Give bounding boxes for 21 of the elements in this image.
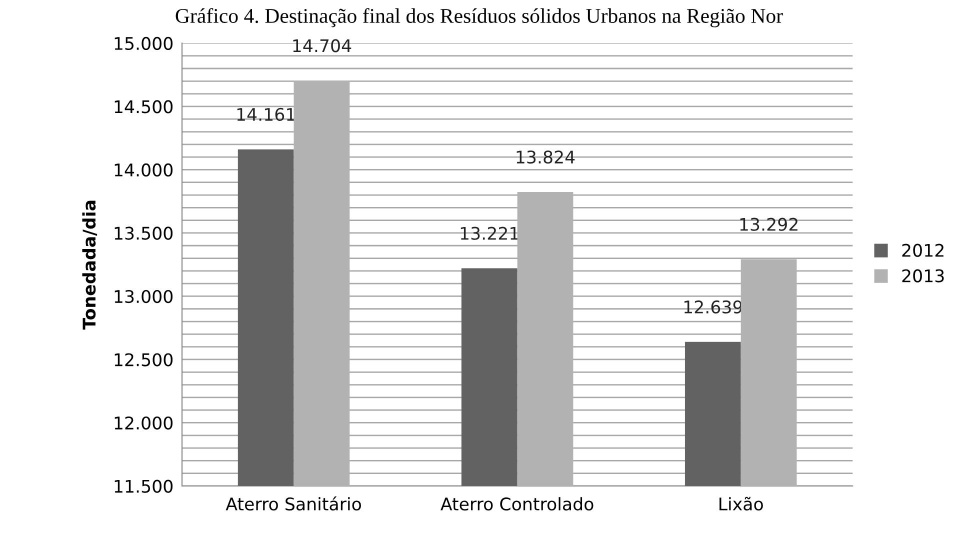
y-axis-title: Tonedada/dia [82,200,98,330]
data-label: 14.704 [293,39,352,52]
x-tick-label: Aterro Sanitário [226,496,361,511]
data-label: 14.161 [237,108,295,121]
data-label: 13.292 [740,218,798,231]
y-tick-label: 14.000 [114,163,173,177]
y-tick-label: 15.000 [114,36,173,50]
data-label: 13.221 [460,226,518,240]
y-tick-label: 11.500 [114,480,173,493]
y-tick-label: 13.000 [114,290,173,304]
y-tick-label: 12.000 [114,416,173,430]
data-label: 12.639 [684,300,742,314]
legend-label: 2012 [902,244,944,257]
y-tick-label: 13.500 [114,226,173,240]
legend-label: 2013 [902,269,944,282]
x-tick-label: Lixão [720,496,763,511]
data-label: 13.824 [516,150,575,164]
chart-title: Gráfico 4. Destinação final dos Resíduos sólidos Urbanos na Região Nor [176,8,783,28]
x-tick-label: Aterro Controlado [440,497,594,511]
y-tick-label: 12.500 [114,353,173,366]
y-tick-label: 14.500 [114,100,173,114]
